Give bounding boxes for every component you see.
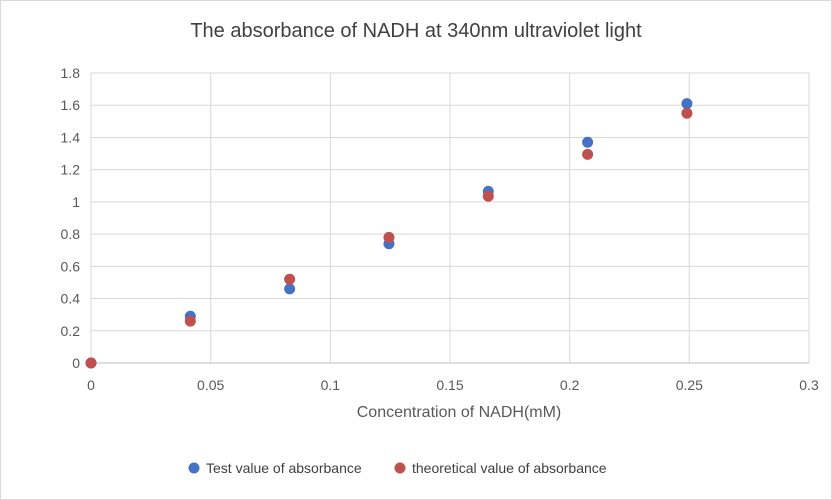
series-2-point [582,148,594,160]
x-tick-label: 0.15 [436,377,463,393]
x-tick-label: 0.3 [799,377,819,393]
series-2-point [184,315,196,327]
series-1-point [582,136,594,148]
x-tick-label: 0.1 [321,377,341,393]
x-tick-label: 0 [87,377,95,393]
series-2-point [383,231,395,243]
x-axis-ticks: 0 0.05 0.1 0.15 0.2 0.25 0.3 [87,377,819,393]
series-1-point [681,98,693,110]
y-tick-label: 0 [72,355,80,371]
y-tick-label: 0.8 [61,226,81,242]
y-tick-label: 0.2 [61,323,81,339]
data-points [85,98,693,369]
legend-label-2: theoretical value of absorbance [412,460,607,476]
x-tick-label: 0.2 [560,377,580,393]
legend-marker-1 [188,462,200,474]
x-tick-label: 0.05 [197,377,224,393]
x-tick-label: 0.25 [676,377,703,393]
y-tick-label: 1.4 [61,129,81,145]
y-tick-label: 1.6 [61,97,81,113]
x-axis-label: Concentration of NADH(mM) [357,404,562,421]
series-1-point [284,283,296,295]
y-axis-ticks: 0 0.2 0.4 0.6 0.8 1 1.2 1.4 1.6 1.8 [61,65,81,371]
y-tick-label: 0.4 [61,291,81,307]
chart-title: The absorbance of NADH at 340nm ultravio… [190,20,642,42]
y-tick-label: 1.2 [61,162,81,178]
legend-label-1: Test value of absorbance [206,460,362,476]
y-tick-label: 1 [72,194,80,210]
y-tick-label: 0.6 [61,258,81,274]
series-2-point [85,357,97,369]
series-2-point [681,107,693,119]
y-tick-label: 1.8 [61,65,81,81]
series-2-point [482,190,494,202]
legend: Test value of absorbance theoretical valu… [188,460,607,476]
series-2-point [284,273,296,285]
legend-marker-2 [394,462,406,474]
gridlines [90,72,810,363]
